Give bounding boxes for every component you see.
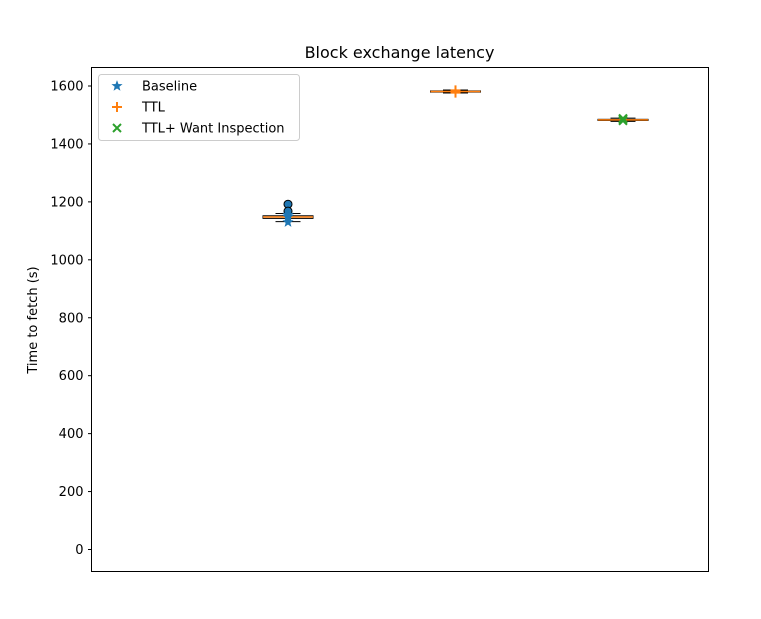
legend-label: TTL+ Want Inspection [141,122,285,137]
y-tick-label: 1600 [50,80,83,95]
y-tick-label: 800 [59,311,84,326]
y-tick-label: 1200 [50,195,83,210]
y-tick-label: 600 [59,369,84,384]
series-group [262,199,314,227]
y-tick-label: 400 [59,427,84,442]
series-group [430,85,481,98]
chart-title: Block exchange latency [305,43,495,62]
y-tick-label: 0 [75,543,83,558]
data-point [618,113,628,124]
legend: Baseline TTL TTL+ Want Inspection [98,74,300,141]
y-tick-label: 1000 [50,253,83,268]
data-point [282,216,294,227]
y-tick-label: 200 [59,485,84,500]
legend-marker [111,80,123,91]
plot-frame [91,67,709,572]
data-point [282,208,294,220]
data-point [450,85,461,96]
y-axis-title: Time to fetch (s) [26,266,41,374]
legend-marker [112,102,122,112]
plot-area [262,85,649,227]
legend-box [98,74,300,141]
legend-marker [112,123,122,133]
y-tick-label: 1400 [50,137,83,152]
data-point [618,116,628,126]
y-axis: 0 200 400 600 800 1000 1200 1400 1600 [50,80,92,558]
series-group [597,113,649,126]
legend-label: TTL [141,101,166,116]
legend-label: Baseline [142,80,197,95]
